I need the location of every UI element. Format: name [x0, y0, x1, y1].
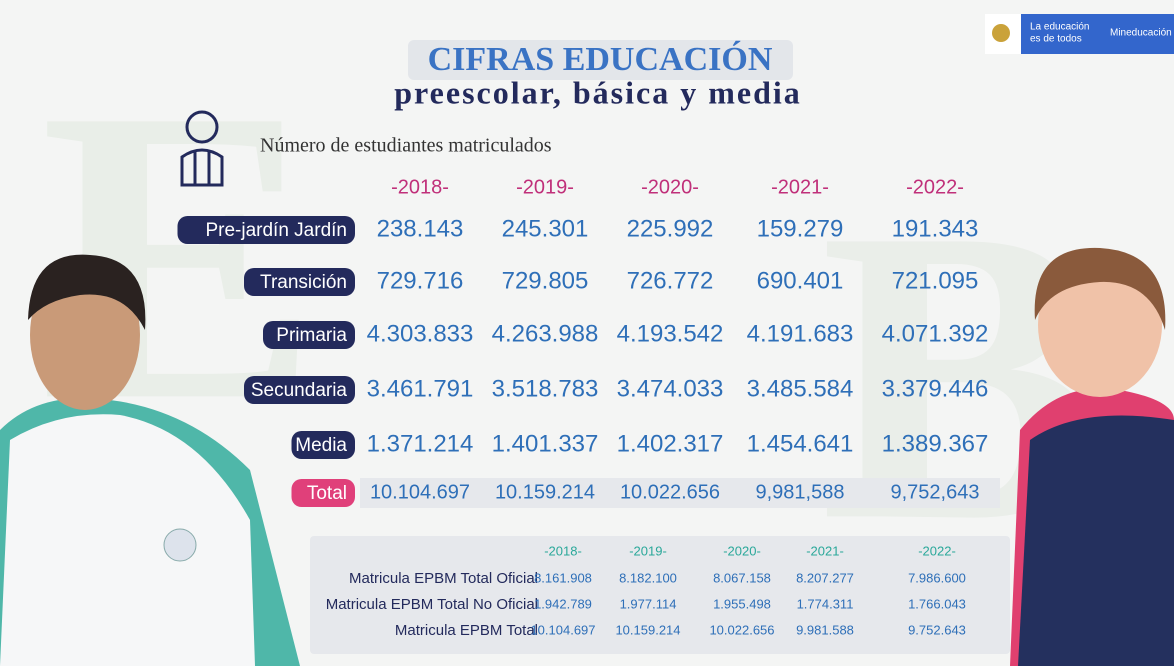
row-label-pill	[263, 321, 355, 349]
row-label-pill	[291, 431, 355, 459]
summary-cell: 1.977.114	[620, 596, 677, 611]
cell: 3.518.783	[492, 375, 599, 402]
student-icon	[180, 110, 224, 187]
subtitle: preescolar, básica y media	[394, 74, 802, 110]
cell: 3.461.791	[367, 375, 474, 402]
cell: 3.485.584	[747, 375, 854, 402]
cell: 726.772	[627, 267, 714, 294]
cell: 690.401	[757, 267, 844, 294]
row-label-pill	[177, 216, 355, 244]
column-header: -2021-	[771, 176, 829, 198]
cell: 1.389.367	[882, 430, 989, 457]
summary-cell: 7.986.600	[908, 570, 966, 585]
column-header: -2020-	[641, 176, 699, 198]
cell: 9,981,588	[756, 481, 845, 503]
summary-cell: 1.955.498	[713, 596, 771, 611]
row-label: Primaria	[276, 325, 347, 346]
summary-cell: 10.022.656	[709, 622, 774, 637]
column-header: -2022-	[906, 176, 964, 198]
cell: 721.095	[892, 267, 979, 294]
caption: Número de estudiantes matriculados	[260, 135, 552, 157]
row-label: Media	[295, 435, 347, 456]
row-label-pill	[244, 268, 355, 296]
summary-cell: 10.159.214	[615, 622, 680, 637]
summary-cell: 1.766.043	[908, 596, 966, 611]
cell: 159.279	[757, 215, 844, 242]
cell: 4.193.542	[617, 320, 724, 347]
summary-label: Matricula EPBM Total Oficial	[349, 570, 538, 587]
cell: 9,752,643	[891, 481, 980, 503]
summary-cell: 1.942.789	[534, 596, 592, 611]
cell: 10.159.214	[495, 481, 595, 503]
summary-cell: 1.774.311	[797, 596, 854, 611]
tables: -2018- -2019- -2020- -2021- -2022- Pre-jardín…	[177, 176, 989, 639]
summary-header: -2020-	[723, 543, 761, 558]
cell: 10.022.656	[620, 481, 720, 503]
cell: 729.805	[502, 267, 589, 294]
cell: 1.454.641	[747, 430, 854, 457]
cell: 3.379.446	[882, 375, 989, 402]
summary-header: -2019-	[629, 543, 667, 558]
summary-cell: 8.182.100	[619, 570, 677, 585]
summary-label: Matricula EPBM Total No Oficial	[326, 596, 538, 613]
summary-cell: 8.067.158	[713, 570, 771, 585]
logo-shield	[992, 24, 1010, 42]
row-label-pill	[291, 479, 355, 507]
logo-text: La educación	[1030, 22, 1090, 33]
cell: 10.104.697	[370, 481, 470, 503]
row-label: Secundaria	[251, 380, 348, 401]
title-box	[408, 40, 793, 80]
summary-header: -2021-	[806, 543, 844, 558]
boy-figure	[0, 254, 300, 666]
cell: 1.402.317	[617, 430, 724, 457]
cell: 245.301	[502, 215, 589, 242]
cell: 225.992	[627, 215, 714, 242]
cell: 4.071.392	[882, 320, 989, 347]
cell: 3.474.033	[617, 375, 724, 402]
row-label: Transición	[260, 272, 347, 293]
cell: 4.191.683	[747, 320, 854, 347]
cell: 4.263.988	[492, 320, 599, 347]
cell: 191.343	[892, 215, 979, 242]
cell: 238.143	[377, 215, 464, 242]
total-band	[360, 478, 1000, 508]
cell: 1.371.214	[367, 430, 474, 457]
summary-cell: 8.207.277	[796, 570, 854, 585]
column-header: -2019-	[516, 176, 574, 198]
row-label: Total	[307, 483, 347, 504]
logo-brand: Mineducación	[1110, 28, 1172, 39]
row-label: Pre-jardín Jardín	[205, 220, 347, 241]
summary-cell: 8.161.908	[534, 570, 592, 585]
summary-header: -2018-	[544, 543, 582, 558]
summary-cell: 9.752.643	[908, 622, 966, 637]
summary-label: Matricula EPBM Total	[395, 622, 538, 639]
girl-figure	[1010, 247, 1174, 666]
cell: 729.716	[377, 267, 464, 294]
column-header: -2018-	[391, 176, 449, 198]
cell: 1.401.337	[492, 430, 599, 457]
summary-box	[310, 536, 1010, 654]
summary-header: -2022-	[918, 543, 956, 558]
title: CIFRAS EDUCACIÓN	[428, 40, 773, 78]
row-label-pill	[244, 376, 355, 404]
cell: 4.303.833	[367, 320, 474, 347]
logo-text: es de todos	[1030, 34, 1082, 45]
summary-cell: 10.104.697	[530, 622, 595, 637]
summary-cell: 9.981.588	[796, 622, 854, 637]
